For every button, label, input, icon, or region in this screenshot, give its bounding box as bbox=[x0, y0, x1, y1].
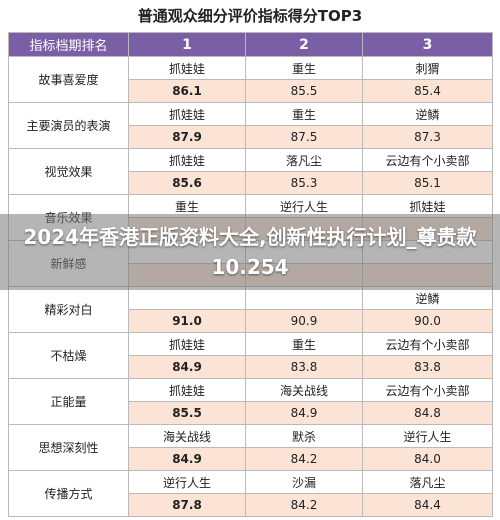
title-cell: 落凡尘 bbox=[245, 148, 363, 172]
title-cell: 逆鳞 bbox=[362, 286, 493, 310]
score-row: 86.1 85.5 85.4 bbox=[9, 79, 493, 103]
score-cell: 90.0 bbox=[362, 309, 493, 333]
title-cell: 逆行人生 bbox=[128, 470, 246, 494]
header-cell: 3 bbox=[362, 32, 493, 57]
score-cell: 90.9 bbox=[245, 309, 363, 333]
title-cell: 重生 bbox=[245, 56, 363, 80]
title-cell: 抓娃娃 bbox=[128, 378, 246, 402]
title-cell: 云边有个小卖部 bbox=[362, 378, 493, 402]
row-label: 不枯燥 bbox=[8, 332, 129, 379]
title-cell: 逆鳞 bbox=[362, 102, 493, 126]
row-label: 正能量 bbox=[8, 378, 129, 425]
name-row: 故事喜爱度 抓娃娃 重生 刺猬 bbox=[8, 56, 493, 103]
title-cell: 海关战线 bbox=[245, 378, 363, 402]
name-row: 传播方式 逆行人生 沙漏 落凡尘 bbox=[8, 470, 493, 517]
score-cell: 83.8 bbox=[245, 355, 363, 379]
row-label: 视觉效果 bbox=[8, 148, 129, 195]
title-cell: 抓娃娃 bbox=[128, 56, 246, 80]
title-cell: 默杀 bbox=[245, 424, 363, 448]
score-cell: 85.1 bbox=[362, 171, 493, 195]
name-row: 正能量 抓娃娃 海关战线 云边有个小卖部 bbox=[8, 378, 493, 425]
score-cell: 84.9 bbox=[245, 401, 363, 425]
title-cell: 抓娃娃 bbox=[128, 332, 246, 356]
name-row: 精彩对白 逆鳞 bbox=[8, 286, 493, 333]
score-row: 87.8 84.2 84.4 bbox=[9, 493, 493, 517]
table-title: 普通观众细分评价指标得分TOP3 bbox=[137, 7, 363, 25]
score-cell: 87.8 bbox=[128, 493, 246, 517]
score-cell: 87.5 bbox=[245, 125, 363, 149]
row-label: 思想深刻性 bbox=[8, 424, 129, 471]
header-cell: 1 bbox=[128, 32, 246, 57]
score-cell: 85.3 bbox=[245, 171, 363, 195]
row-label: 传播方式 bbox=[8, 470, 129, 517]
title-cell: 云边有个小卖部 bbox=[362, 148, 493, 172]
score-row: 91.0 90.9 90.0 bbox=[9, 309, 493, 333]
row-label: 精彩对白 bbox=[8, 286, 129, 333]
row-label: 主要演员的表演 bbox=[8, 102, 129, 149]
title-cell: 云边有个小卖部 bbox=[362, 332, 493, 356]
name-row: 不枯燥 抓娃娃 重生 云边有个小卖部 bbox=[8, 332, 493, 379]
title-cell: 重生 bbox=[245, 102, 363, 126]
name-row: 主要演员的表演 抓娃娃 重生 逆鳞 bbox=[8, 102, 493, 149]
score-cell: 87.9 bbox=[128, 125, 246, 149]
score-cell: 84.9 bbox=[128, 355, 246, 379]
title-cell: 逆行人生 bbox=[362, 424, 493, 448]
overlay-banner: 2024年香港正版资料大全,创新性执行计划_尊贵款10.254 bbox=[0, 214, 500, 290]
score-row: 85.5 84.9 84.8 bbox=[9, 401, 493, 425]
score-cell: 85.4 bbox=[362, 79, 493, 103]
header-cell: 指标档期排名 bbox=[8, 32, 129, 57]
score-cell: 87.3 bbox=[362, 125, 493, 149]
score-row: 84.9 83.8 83.8 bbox=[9, 355, 493, 379]
score-cell: 91.0 bbox=[128, 309, 246, 333]
score-row: 84.9 84.2 84.0 bbox=[9, 447, 493, 471]
name-row: 思想深刻性 海关战线 默杀 逆行人生 bbox=[8, 424, 493, 471]
score-cell: 83.8 bbox=[362, 355, 493, 379]
score-cell: 84.2 bbox=[245, 447, 363, 471]
score-cell: 86.1 bbox=[128, 79, 246, 103]
score-cell: 84.4 bbox=[362, 493, 493, 517]
score-cell: 84.8 bbox=[362, 401, 493, 425]
title-cell: 抓娃娃 bbox=[128, 148, 246, 172]
name-row: 视觉效果 抓娃娃 落凡尘 云边有个小卖部 bbox=[8, 148, 493, 195]
score-cell: 85.5 bbox=[128, 401, 246, 425]
score-cell: 85.6 bbox=[128, 171, 246, 195]
score-cell: 85.5 bbox=[245, 79, 363, 103]
title-cell: 沙漏 bbox=[245, 470, 363, 494]
score-cell: 84.9 bbox=[128, 447, 246, 471]
title-cell: 刺猬 bbox=[362, 56, 493, 80]
title-cell: 海关战线 bbox=[128, 424, 246, 448]
title-cell: 落凡尘 bbox=[362, 470, 493, 494]
header-cell: 2 bbox=[245, 32, 363, 57]
score-cell: 84.0 bbox=[362, 447, 493, 471]
row-label: 故事喜爱度 bbox=[8, 56, 129, 103]
title-cell: 重生 bbox=[245, 332, 363, 356]
score-cell: 84.2 bbox=[245, 493, 363, 517]
header-row: 指标档期排名 1 2 3 bbox=[8, 32, 493, 57]
title-cell: 抓娃娃 bbox=[128, 102, 246, 126]
